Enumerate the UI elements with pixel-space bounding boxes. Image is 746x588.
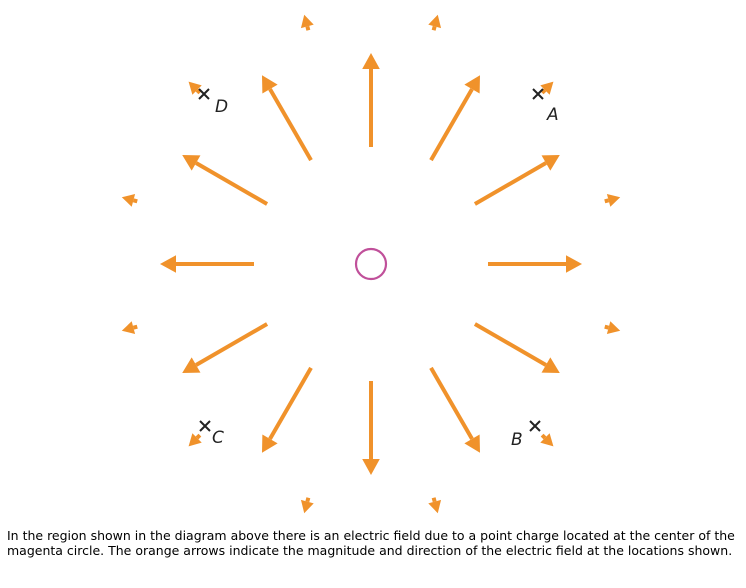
- field-arrow-outer-105-shaft: [305, 25, 311, 31]
- field-arrow-outer-255: [300, 497, 314, 514]
- field-arrow-inner-60-shaft: [429, 88, 474, 162]
- field-arrow-inner-330: [473, 322, 560, 373]
- field-arrow-outer-345-head: [606, 321, 621, 335]
- field-arrow-inner-0-head: [566, 255, 582, 273]
- field-arrow-inner-210: [182, 322, 269, 373]
- field-arrow-inner-150-shaft: [195, 161, 269, 206]
- field-arrow-outer-135-head: [188, 81, 202, 95]
- field-arrow-outer-225-shaft: [195, 433, 202, 440]
- field-arrow-outer-195-head: [121, 321, 136, 335]
- point-d-label: D: [215, 97, 228, 117]
- field-arrow-inner-120: [262, 75, 313, 162]
- field-arrow-outer-315: [540, 433, 554, 447]
- point-charge-circle: [354, 247, 388, 281]
- point-a-marker: A: [532, 88, 559, 125]
- field-arrow-inner-180-head: [160, 255, 176, 273]
- field-arrow-inner-240: [262, 366, 313, 453]
- point-a-label: A: [546, 105, 559, 125]
- field-arrow-outer-315-head: [540, 433, 554, 447]
- field-arrow-inner-180: [160, 255, 254, 273]
- field-arrow-outer-225: [188, 433, 202, 447]
- x-mark-icon: [199, 420, 211, 432]
- field-arrow-outer-135: [188, 81, 202, 95]
- field-arrow-outer-345: [604, 321, 621, 335]
- field-arrow-inner-210-shaft: [195, 322, 269, 367]
- caption-text: In the region shown in the diagram above…: [7, 528, 735, 558]
- field-arrow-outer-195: [121, 321, 138, 335]
- field-arrow-outer-75: [428, 14, 442, 31]
- field-arrow-inner-150: [182, 155, 269, 206]
- field-arrow-outer-285: [428, 497, 442, 514]
- field-arrow-outer-105: [300, 14, 314, 31]
- field-arrow-outer-75-head: [428, 14, 442, 29]
- field-arrow-inner-240-head: [262, 434, 278, 453]
- field-arrow-inner-90-head: [362, 53, 380, 69]
- field-arrow-inner-30-shaft: [473, 161, 547, 206]
- field-arrow-outer-45-shaft: [540, 88, 547, 95]
- field-arrow-inner-60: [429, 75, 480, 162]
- field-arrow-outer-315-shaft: [540, 433, 547, 440]
- field-arrow-inner-120-head: [262, 75, 278, 94]
- field-arrow-inner-300-shaft: [429, 366, 474, 440]
- field-arrow-inner-150-head: [182, 155, 201, 171]
- point-c-marker: C: [199, 420, 224, 448]
- field-arrow-inner-300: [429, 366, 480, 453]
- electric-field-diagram: D A C B: [121, 14, 621, 514]
- field-arrow-outer-165: [121, 193, 138, 207]
- field-arrow-outer-165-shaft: [132, 198, 138, 204]
- field-arrow-inner-240-shaft: [268, 366, 313, 440]
- field-arrow-inner-330-head: [541, 357, 560, 373]
- field-arrow-inner-270-head: [362, 459, 380, 475]
- field-arrow-outer-195-shaft: [132, 324, 138, 330]
- field-arrow-outer-105-head: [300, 14, 314, 29]
- field-arrow-outer-15-head: [606, 193, 621, 207]
- field-arrow-inner-120-shaft: [268, 88, 313, 162]
- field-arrow-outer-75-shaft: [431, 25, 437, 31]
- field-arrow-outer-285-head: [428, 499, 442, 514]
- field-arrow-outer-285-shaft: [431, 497, 437, 503]
- field-arrow-outer-15-shaft: [604, 198, 610, 204]
- field-arrow-inner-330-shaft: [473, 322, 547, 367]
- field-arrow-inner-300-head: [464, 434, 480, 453]
- field-arrow-outer-225-head: [188, 433, 202, 447]
- field-arrow-outer-15: [604, 193, 621, 207]
- point-c-label: C: [212, 428, 224, 448]
- x-mark-icon: [198, 88, 210, 100]
- field-arrow-inner-210-head: [182, 357, 201, 373]
- field-arrow-inner-30-head: [541, 155, 560, 171]
- field-arrow-inner-30: [473, 155, 560, 206]
- field-arrow-inner-0: [488, 255, 582, 273]
- point-b-marker: B: [511, 420, 541, 450]
- x-mark-icon: [529, 420, 541, 432]
- field-arrow-inner-60-head: [464, 75, 480, 94]
- point-b-label: B: [511, 430, 523, 450]
- field-arrow-outer-135-shaft: [195, 88, 202, 95]
- field-arrow-outer-345-shaft: [604, 324, 610, 330]
- field-arrow-outer-255-head: [300, 499, 314, 514]
- field-arrows: [121, 14, 621, 514]
- field-arrow-outer-45-head: [540, 81, 554, 95]
- field-arrow-inner-270: [362, 381, 380, 475]
- point-d-marker: D: [198, 88, 228, 117]
- x-mark-icon: [532, 88, 544, 100]
- field-arrow-outer-165-head: [121, 193, 136, 207]
- field-arrow-outer-45: [540, 81, 554, 95]
- field-arrow-outer-255-shaft: [305, 497, 311, 503]
- field-arrow-inner-90: [362, 53, 380, 147]
